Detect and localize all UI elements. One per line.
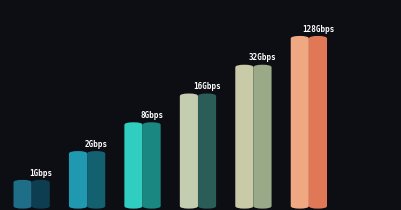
FancyBboxPatch shape — [235, 65, 253, 209]
FancyBboxPatch shape — [180, 93, 198, 209]
Text: 128Gbps: 128Gbps — [302, 25, 334, 34]
FancyBboxPatch shape — [87, 151, 105, 209]
FancyBboxPatch shape — [309, 36, 327, 209]
FancyBboxPatch shape — [253, 65, 271, 209]
Text: 8Gbps: 8Gbps — [140, 111, 163, 120]
Text: 32Gbps: 32Gbps — [249, 53, 276, 62]
FancyBboxPatch shape — [69, 151, 87, 209]
Text: 1Gbps: 1Gbps — [29, 169, 52, 177]
FancyBboxPatch shape — [198, 93, 216, 209]
Text: 16Gbps: 16Gbps — [193, 82, 221, 91]
FancyBboxPatch shape — [142, 122, 161, 209]
FancyBboxPatch shape — [291, 36, 309, 209]
FancyBboxPatch shape — [124, 122, 142, 209]
Text: 2Gbps: 2Gbps — [85, 140, 108, 149]
FancyBboxPatch shape — [14, 180, 32, 209]
FancyBboxPatch shape — [32, 180, 50, 209]
